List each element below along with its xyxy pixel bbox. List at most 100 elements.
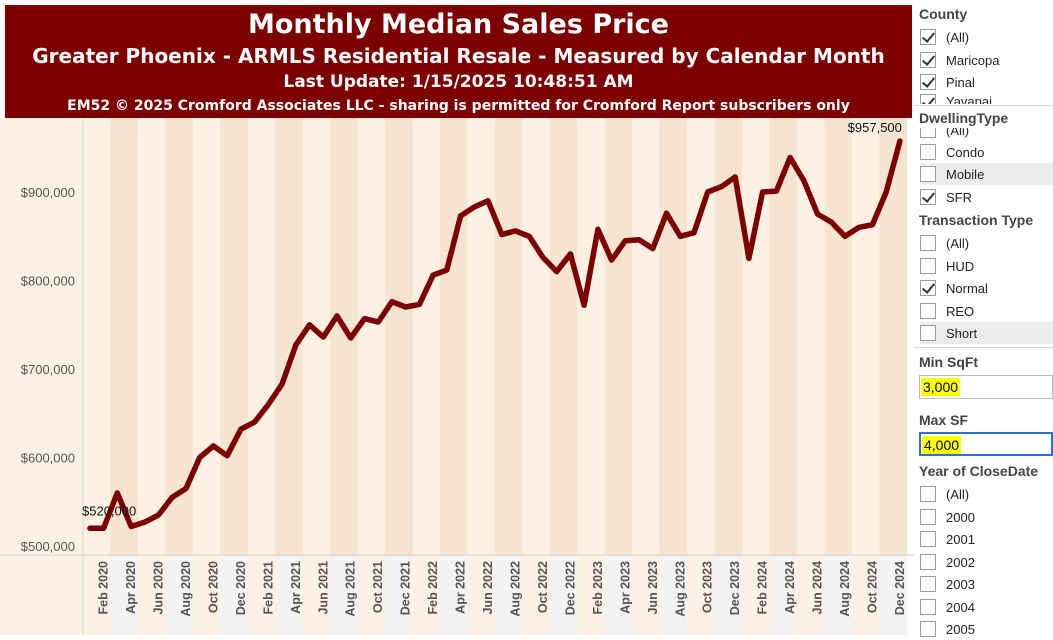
x-axis-band	[137, 555, 166, 635]
chart-subtitle: Greater Phoenix - ARMLS Residential Resa…	[32, 44, 885, 68]
x-tick-label: Dec 2020	[234, 561, 248, 615]
x-tick-label: Oct 2023	[701, 561, 715, 613]
checkbox[interactable]	[920, 29, 936, 45]
option-label: 2000	[946, 509, 975, 525]
x-tick-label: Apr 2021	[289, 561, 303, 614]
x-tick-label: Apr 2024	[783, 561, 797, 614]
chart-band	[879, 118, 908, 555]
dwelling-option-mobile[interactable]: Mobile	[920, 163, 1053, 185]
x-axis-band	[275, 555, 303, 635]
x-axis-band	[796, 555, 825, 635]
x-tick-label: Jun 2024	[811, 561, 825, 615]
x-axis-band	[439, 555, 468, 635]
checkbox[interactable]	[920, 52, 936, 68]
dwelling-option-condo[interactable]: Condo	[920, 141, 1053, 163]
option-label: 2002	[946, 554, 975, 570]
min-sqft-input[interactable]: 3,000	[919, 375, 1053, 399]
transaction-option-short[interactable]: Short	[920, 322, 1053, 344]
option-label: (All)	[946, 128, 970, 138]
checkbox[interactable]	[920, 74, 936, 90]
x-tick-label: Feb 2024	[756, 561, 770, 615]
year-option-2002[interactable]: 2002	[920, 551, 1053, 573]
checkbox[interactable]	[920, 94, 936, 104]
chart-band	[247, 118, 276, 555]
checkbox[interactable]	[920, 166, 936, 182]
option-label: Pinal	[946, 74, 975, 90]
county-option-maricopa[interactable]: Maricopa	[920, 49, 1053, 71]
checkbox[interactable]	[920, 189, 936, 205]
option-label: (All)	[946, 235, 970, 251]
x-tick-label: Aug 2021	[344, 561, 358, 617]
chart-band	[494, 118, 523, 555]
checkbox[interactable]	[920, 280, 936, 296]
checkbox[interactable]	[920, 599, 936, 615]
county-option-all[interactable]: (All)	[920, 26, 1053, 48]
x-axis-band	[659, 555, 688, 635]
dwelling-option-sfr[interactable]: SFR	[920, 186, 1053, 208]
x-tick-label: Apr 2020	[124, 561, 138, 614]
min-sqft-value: 3,000	[921, 378, 961, 396]
max-sf-title: Max SF	[919, 412, 969, 428]
checkbox[interactable]	[920, 554, 936, 570]
x-axis-band	[632, 555, 660, 635]
x-tick-label: Aug 2020	[179, 561, 193, 617]
option-label: (All)	[946, 29, 970, 45]
checkbox[interactable]	[920, 325, 936, 341]
year-option-2003[interactable]: 2003	[920, 573, 1053, 595]
checkbox[interactable]	[920, 258, 936, 274]
transaction-option-normal[interactable]: Normal	[920, 277, 1053, 299]
x-axis-band	[330, 555, 358, 635]
county-option-yavapai[interactable]: Yavapai	[920, 94, 1053, 104]
option-label: 2003	[946, 576, 975, 592]
option-label: 2005	[946, 621, 975, 637]
x-tick-label: Jun 2021	[316, 561, 330, 615]
checkbox[interactable]	[920, 128, 936, 138]
transaction-option-reo[interactable]: REO	[920, 300, 1053, 322]
county-option-pinal[interactable]: Pinal	[920, 71, 1053, 93]
chart-band	[851, 118, 880, 555]
x-tick-label: Jun 2020	[152, 561, 166, 615]
y-tick-label: $700,000	[21, 362, 75, 377]
year-option-all[interactable]: (All)	[920, 483, 1053, 505]
x-axis-band	[522, 555, 551, 635]
chart-band	[83, 118, 111, 555]
year-option-2004[interactable]: 2004	[920, 596, 1053, 618]
year-option-2000[interactable]: 2000	[920, 506, 1053, 528]
chart-band	[687, 118, 715, 555]
checkbox[interactable]	[920, 509, 936, 525]
transaction-option-all[interactable]: (All)	[920, 232, 1053, 254]
x-tick-label: Feb 2021	[261, 561, 275, 615]
year-filter-title: Year of CloseDate	[919, 463, 1039, 479]
chart-band	[522, 118, 551, 555]
checkbox[interactable]	[920, 144, 936, 160]
x-tick-label: Feb 2020	[97, 561, 111, 615]
x-tick-label: Dec 2023	[728, 561, 742, 615]
checkbox[interactable]	[920, 303, 936, 319]
year-option-2001[interactable]: 2001	[920, 528, 1053, 550]
chart-band	[165, 118, 194, 555]
checkbox[interactable]	[920, 531, 936, 547]
x-axis-band	[824, 555, 853, 635]
option-label: HUD	[946, 258, 975, 274]
x-tick-label: Feb 2023	[591, 561, 605, 615]
x-axis-band	[357, 555, 386, 635]
option-label: Mobile	[946, 166, 985, 182]
checkbox[interactable]	[920, 576, 936, 592]
x-tick-label: Oct 2022	[536, 561, 550, 613]
chart-title: Monthly Median Sales Price	[247, 9, 669, 40]
option-label: Normal	[946, 280, 988, 296]
x-tick-label: Oct 2024	[866, 561, 880, 613]
y-tick-label: $900,000	[21, 185, 75, 200]
dwelling-option-all[interactable]: (All)	[920, 128, 1053, 138]
max-sf-value: 4,000	[922, 436, 962, 454]
x-axis-band	[192, 555, 221, 635]
x-tick-label: Feb 2022	[426, 561, 440, 615]
max-sf-input[interactable]: 4,000	[919, 432, 1053, 456]
year-option-2005[interactable]: 2005	[920, 618, 1053, 640]
checkbox[interactable]	[920, 235, 936, 251]
option-label: SFR	[946, 189, 972, 205]
transaction-option-hud[interactable]: HUD	[920, 255, 1053, 277]
y-tick-label: $600,000	[21, 451, 75, 466]
checkbox[interactable]	[920, 486, 936, 502]
option-label: Short	[946, 325, 978, 341]
